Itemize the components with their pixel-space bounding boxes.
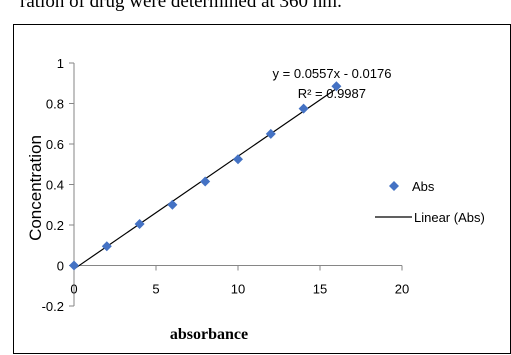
y-axis-title: Concentration bbox=[26, 135, 45, 241]
data-point bbox=[69, 260, 79, 271]
y-tick-label: 0 bbox=[57, 259, 64, 274]
x-tick-label: 10 bbox=[231, 282, 245, 297]
data-point bbox=[167, 199, 178, 210]
data-point bbox=[134, 218, 145, 229]
data-point bbox=[200, 176, 211, 187]
x-tick-label: 0 bbox=[70, 282, 77, 297]
x-tick-label: 5 bbox=[152, 282, 159, 297]
legend-marker-abs bbox=[389, 181, 399, 191]
context-text: ration of drug were determined at 360 nm… bbox=[20, 0, 342, 12]
data-point bbox=[265, 128, 276, 139]
data-point bbox=[101, 241, 112, 252]
legend-label-linear: Linear (Abs) bbox=[414, 210, 485, 225]
y-tick-label: 1 bbox=[57, 56, 64, 71]
legend: Abs Linear (Abs) bbox=[375, 179, 485, 225]
trendline-equation: y = 0.0557x - 0.0176 bbox=[273, 66, 392, 81]
y-tick-label: -0.2 bbox=[42, 299, 64, 314]
legend-label-abs: Abs bbox=[412, 179, 435, 194]
y-tick-label: 0.2 bbox=[46, 218, 64, 233]
data-point bbox=[298, 103, 309, 114]
data-point bbox=[233, 154, 243, 165]
trendline-r-squared: R² = 0.9987 bbox=[298, 86, 366, 101]
chart-area: -0.2 0 0.2 0.4 0.6 0.8 1 0 5 10 15 20 y = 0.0557x -… bbox=[13, 24, 511, 354]
scatter-chart: -0.200.20.40.60.810 5 10 15 20 y = 0.0557x -… bbox=[26, 56, 485, 343]
y-tick-label: 0.4 bbox=[46, 178, 64, 193]
x-tick-label: 20 bbox=[395, 282, 409, 297]
data-point bbox=[331, 81, 342, 92]
y-tick-label: 0.6 bbox=[46, 137, 64, 152]
y-tick-label: 0.8 bbox=[46, 97, 64, 112]
x-tick-label: 15 bbox=[313, 282, 327, 297]
x-axis-title: absorbance bbox=[170, 326, 248, 343]
